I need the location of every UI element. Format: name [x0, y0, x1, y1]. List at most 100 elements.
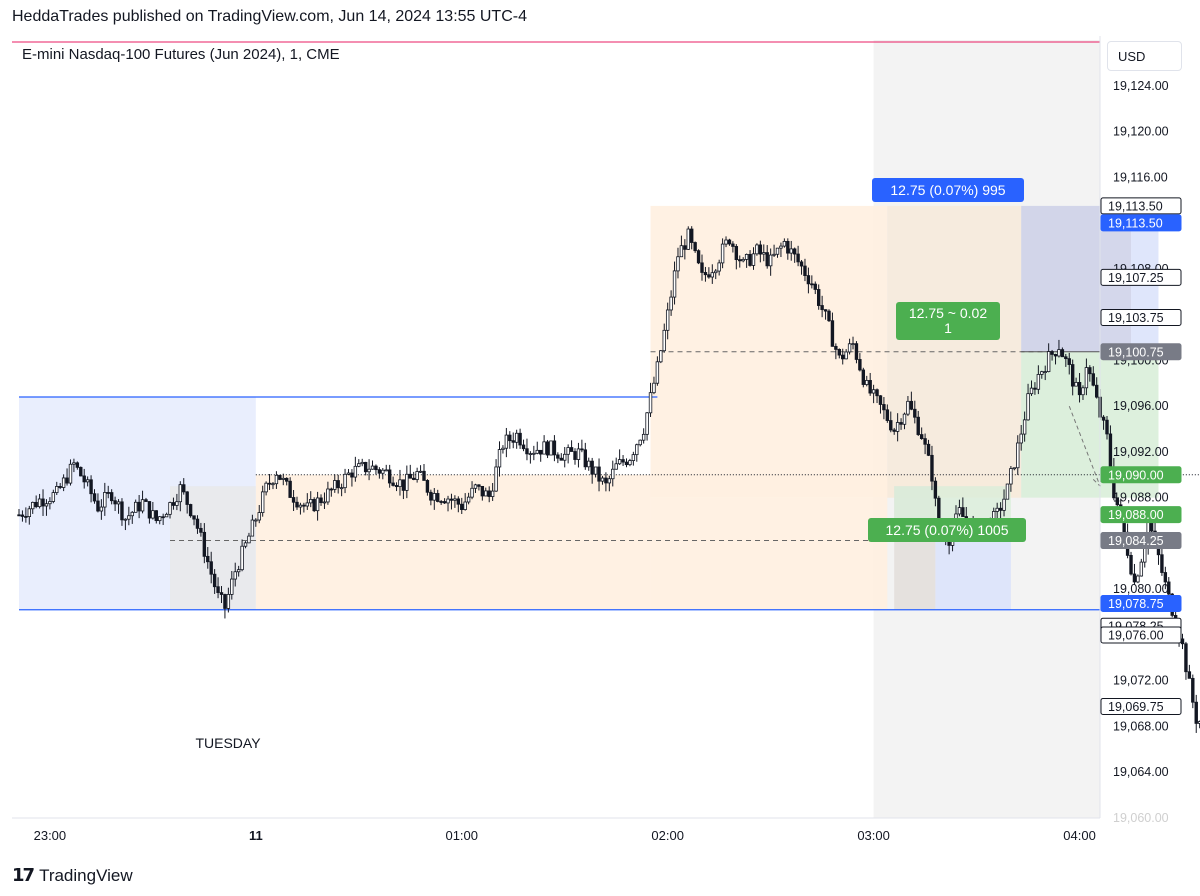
candle-body [775, 247, 780, 255]
currency-button[interactable]: USD [1107, 41, 1182, 71]
candle-body [590, 460, 594, 475]
candle-body [463, 501, 467, 510]
candle-body [823, 309, 828, 312]
candle-body [847, 343, 852, 353]
candle-body [34, 501, 38, 508]
candle-body [140, 499, 145, 512]
y-tick-label: 19,064.00 [1113, 765, 1169, 779]
price-label-bg [1100, 197, 1182, 215]
price-label-text: 19,088.00 [1108, 508, 1164, 522]
candle-body [652, 382, 656, 394]
candle-body [933, 480, 938, 499]
candle-body [597, 466, 601, 482]
price-label-text: 19,113.50 [1108, 199, 1163, 213]
candle-body [384, 469, 388, 472]
candle-body [264, 482, 268, 493]
candle-body [895, 422, 900, 432]
candle-body [1149, 522, 1154, 532]
candle-body [223, 594, 227, 609]
candle-body [1163, 572, 1168, 583]
candle-body [514, 432, 519, 443]
candle-body [312, 499, 316, 512]
candle-body [456, 498, 461, 505]
price-label: 19,076.00 [1100, 626, 1182, 644]
candle-body [429, 491, 433, 501]
price-label: 19,069.75 [1100, 697, 1182, 715]
candle-body [442, 501, 447, 504]
price-label-bg [1100, 466, 1182, 484]
blue-measure-label-text: 12.75 (0.07%) 995 [890, 182, 1005, 198]
candle-body [871, 389, 876, 394]
candle-body [17, 514, 21, 517]
candle-body [916, 416, 920, 435]
price-label-bg [1100, 626, 1182, 644]
candle-body [247, 535, 251, 544]
y-tick-label: 19,120.00 [1113, 125, 1169, 139]
candle-body [772, 253, 776, 256]
price-label: 19,088.00 [1100, 506, 1182, 524]
candle-body [61, 477, 66, 488]
candle-body [1101, 416, 1106, 421]
price-label-text: 19,078.75 [1108, 597, 1164, 611]
orange-zone-left [255, 474, 651, 610]
green-top-label-text: 1 [944, 320, 952, 336]
candle-body [1167, 581, 1171, 595]
candle-body [425, 480, 430, 493]
candle-body [868, 380, 872, 394]
candle-body [865, 380, 869, 385]
candle-body [679, 245, 684, 258]
candle-body [254, 519, 258, 522]
candle-body [446, 498, 450, 504]
candle-body [99, 506, 104, 512]
candle-body [600, 477, 605, 482]
candle-body [700, 262, 704, 273]
candle-body [628, 460, 632, 466]
candle-body [810, 283, 814, 286]
candle-body [363, 461, 368, 473]
candle-body [24, 516, 28, 518]
candle-body [285, 477, 289, 482]
candle-body [418, 470, 423, 473]
candle-body [566, 447, 570, 455]
candle-body [830, 320, 835, 347]
candle-body [645, 412, 649, 435]
candle-body [717, 262, 721, 272]
candle-body [617, 459, 622, 465]
candle-body [796, 253, 800, 263]
x-tick-label: 03:00 [857, 828, 890, 843]
candle-body [453, 498, 457, 501]
candle-body [199, 527, 203, 533]
candle-body [322, 501, 327, 504]
candle-body [744, 253, 749, 260]
candle-body [786, 240, 790, 254]
candle-body [216, 586, 220, 593]
candle-body [439, 501, 443, 503]
x-tick-label: 04:00 [1063, 828, 1096, 843]
candle-body [298, 504, 303, 508]
candle-body [662, 329, 666, 352]
candle-body [370, 465, 375, 470]
candle-body [236, 569, 241, 573]
candle-body [494, 466, 498, 492]
candle-body [727, 239, 732, 245]
candle-body [532, 452, 536, 455]
price-label-bg [1100, 594, 1182, 612]
candle-body [144, 499, 148, 502]
candle-body [837, 348, 841, 356]
candle-body [1053, 354, 1058, 357]
candles-layer [17, 226, 1200, 733]
candle-body [707, 274, 711, 278]
candle-body [130, 511, 134, 517]
tradingview-logo[interactable]: 17 TradingView [12, 865, 133, 886]
candle-body [587, 460, 591, 468]
candle-body [161, 516, 165, 519]
candle-body [309, 499, 313, 504]
candle-body [151, 510, 155, 519]
candle-body [1136, 575, 1140, 583]
x-tick-label: 23:00 [34, 828, 67, 843]
candle-body [906, 400, 910, 415]
candle-body [343, 473, 347, 489]
candle-body [497, 449, 502, 468]
candle-body [315, 497, 320, 512]
